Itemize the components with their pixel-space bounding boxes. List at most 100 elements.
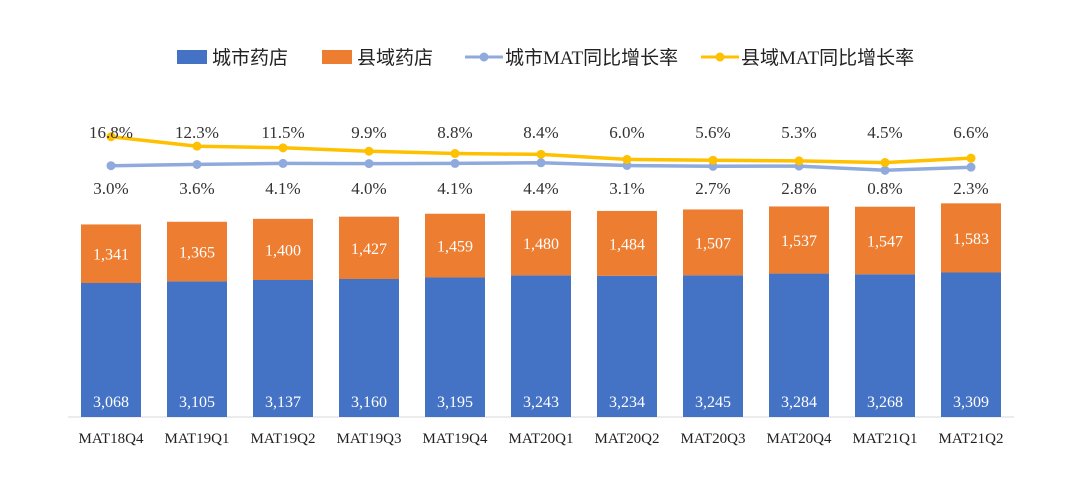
- city-growth-label: 3.6%: [179, 179, 214, 198]
- legend-label-city-growth: 城市MAT同比增长率: [505, 47, 678, 69]
- county-growth-point: [364, 146, 374, 156]
- county-growth-label: 5.3%: [781, 123, 816, 142]
- county-growth-point: [192, 141, 202, 151]
- bar-label-city-stores: 3,137: [265, 394, 301, 411]
- bar-county-stores: [941, 203, 1001, 273]
- x-tick-label: MAT19Q4: [422, 431, 488, 447]
- county-growth-label: 6.0%: [609, 123, 644, 142]
- legend: 城市药店 县域药店 城市MAT同比增长率 县域MAT同比增长率: [177, 47, 914, 69]
- bar-county-stores: [339, 216, 399, 279]
- county-growth-point: [708, 155, 718, 165]
- bar-label-city-stores: 3,160: [351, 394, 387, 411]
- bar-county-stores: [855, 206, 915, 275]
- bars-layer: 3,068 1,341 3,105 1,365 3,137 1,400 3,160 1,427…: [81, 203, 1001, 417]
- city-growth-label: 3.1%: [609, 179, 644, 198]
- county-growth-point: [106, 132, 116, 142]
- legend-item-city-growth: 城市MAT同比增长率: [465, 47, 678, 69]
- bar-city-stores: [167, 281, 227, 417]
- city-growth-label: 3.0%: [93, 179, 128, 198]
- county-growth-point: [536, 149, 546, 159]
- bar-label-county-stores: 1,484: [609, 236, 645, 253]
- bar-county-stores: [511, 210, 571, 276]
- bar-county-stores: [597, 210, 657, 276]
- city-growth-label: 0.8%: [867, 179, 902, 198]
- legend-label-county-stores: 县域药店: [357, 47, 433, 69]
- bar-city-stores: [253, 279, 313, 417]
- x-tick-label: MAT19Q2: [250, 431, 315, 447]
- county-growth-label: 11.5%: [261, 123, 304, 142]
- x-tick-label: MAT20Q4: [766, 431, 832, 447]
- bar-city-stores: [683, 275, 743, 417]
- x-tick-label: MAT19Q3: [336, 431, 401, 447]
- legend-marker-county-growth: [715, 52, 725, 62]
- county-growth-label: 16.8%: [89, 123, 133, 142]
- bar-label-county-stores: 1,459: [437, 239, 473, 256]
- bar-label-county-stores: 1,583: [953, 231, 989, 248]
- x-tick-label: MAT21Q1: [852, 431, 917, 447]
- x-tick-label: MAT21Q2: [938, 431, 1003, 447]
- bar-label-city-stores: 3,105: [179, 394, 215, 411]
- bar-city-stores: [81, 283, 141, 417]
- city-growth-label: 4.1%: [437, 179, 472, 198]
- county-growth-point: [622, 154, 632, 164]
- county-growth-point: [278, 143, 288, 153]
- city-growth-label: 4.0%: [351, 179, 386, 198]
- bar-city-stores: [339, 278, 399, 417]
- bar-label-county-stores: 1,427: [351, 241, 387, 258]
- county-growth-point: [966, 153, 976, 163]
- county-growth-label: 8.4%: [523, 123, 558, 142]
- bar-label-city-stores: 3,195: [437, 394, 473, 411]
- bar-label-city-stores: 3,284: [781, 394, 817, 411]
- bar-label-city-stores: 3,309: [953, 394, 989, 411]
- county-growth-label: 6.6%: [953, 123, 988, 142]
- bar-county-stores: [81, 224, 141, 284]
- bar-label-city-stores: 3,268: [867, 394, 903, 411]
- county-growth-label: 12.3%: [175, 123, 219, 142]
- x-tick-label: MAT18Q4: [78, 431, 144, 447]
- city-growth-point: [536, 158, 546, 168]
- county-growth-point: [794, 156, 804, 166]
- bar-label-county-stores: 1,547: [867, 233, 903, 250]
- bar-label-county-stores: 1,341: [93, 247, 129, 264]
- bar-county-stores: [425, 213, 485, 278]
- bar-city-stores: [425, 277, 485, 417]
- bar-county-stores: [253, 218, 313, 280]
- county-growth-label: 5.6%: [695, 123, 730, 142]
- x-tick-label: MAT20Q1: [508, 431, 573, 447]
- bar-label-city-stores: 3,245: [695, 394, 731, 411]
- bar-label-county-stores: 1,400: [265, 242, 301, 259]
- bar-label-county-stores: 1,480: [523, 236, 559, 253]
- bar-city-stores: [597, 275, 657, 417]
- bar-county-stores: [769, 206, 829, 274]
- bar-county-stores: [683, 209, 743, 276]
- city-growth-point: [880, 165, 890, 175]
- lines-layer: 3.0% 3.6% 4.1% 4.0% 4.1% 4.4% 3.1% 2.7% 2.8% 0.8%…: [89, 123, 989, 198]
- city-growth-point: [450, 158, 460, 168]
- city-growth-point: [364, 159, 374, 169]
- x-axis-ticks: MAT18Q4 MAT19Q1 MAT19Q2 MAT19Q3 MAT19Q4 MAT20…: [78, 431, 1003, 447]
- legend-item-city-stores: 城市药店: [177, 47, 288, 69]
- city-growth-label: 4.1%: [265, 179, 300, 198]
- legend-label-county-growth: 县域MAT同比增长率: [741, 47, 914, 69]
- legend-label-city-stores: 城市药店: [212, 47, 288, 69]
- county-growth-point: [880, 158, 890, 168]
- bar-label-county-stores: 1,365: [179, 245, 215, 262]
- city-growth-point: [192, 159, 202, 169]
- legend-swatch-county-stores: [322, 50, 352, 64]
- county-growth-label: 9.9%: [351, 123, 386, 142]
- county-growth-point: [450, 149, 460, 159]
- bar-city-stores: [769, 273, 829, 417]
- legend-item-county-stores: 县域药店: [322, 47, 433, 69]
- city-growth-point: [106, 161, 116, 171]
- bar-label-city-stores: 3,234: [609, 394, 645, 411]
- county-growth-label: 4.5%: [867, 123, 902, 142]
- city-growth-point: [278, 158, 288, 168]
- bar-city-stores: [941, 272, 1001, 417]
- x-tick-label: MAT20Q2: [594, 431, 659, 447]
- bar-label-county-stores: 1,507: [695, 235, 731, 252]
- bar-county-stores: [167, 221, 227, 282]
- legend-item-county-growth: 县域MAT同比增长率: [701, 47, 914, 69]
- x-tick-label: MAT19Q1: [164, 431, 229, 447]
- x-tick-label: MAT20Q3: [680, 431, 745, 447]
